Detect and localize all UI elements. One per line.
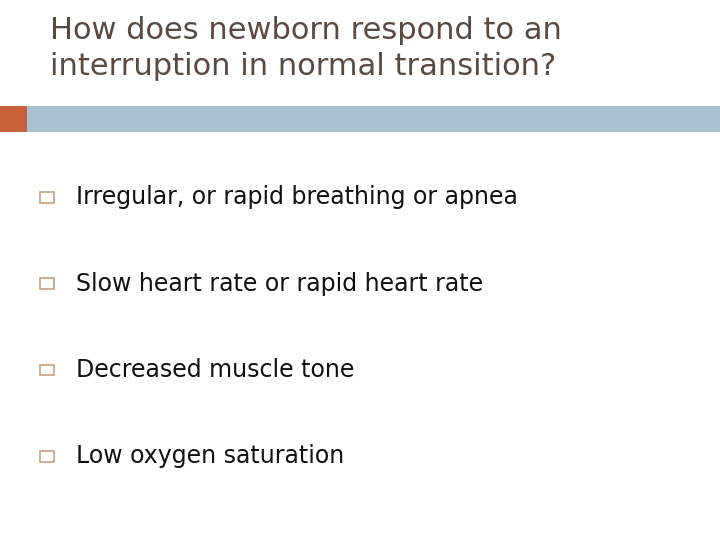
Text: Slow heart rate or rapid heart rate: Slow heart rate or rapid heart rate bbox=[76, 272, 482, 295]
Text: Irregular, or rapid breathing or apnea: Irregular, or rapid breathing or apnea bbox=[76, 185, 518, 209]
Bar bbox=[40, 364, 54, 375]
Bar bbox=[27, 106, 720, 132]
Text: Low oxygen saturation: Low oxygen saturation bbox=[76, 444, 344, 468]
Bar bbox=[0, 106, 27, 132]
Bar bbox=[40, 192, 54, 202]
Bar bbox=[40, 451, 54, 462]
Text: Decreased muscle tone: Decreased muscle tone bbox=[76, 358, 354, 382]
Bar bbox=[40, 278, 54, 289]
Text: How does newborn respond to an
interruption in normal transition?: How does newborn respond to an interrupt… bbox=[50, 16, 562, 81]
